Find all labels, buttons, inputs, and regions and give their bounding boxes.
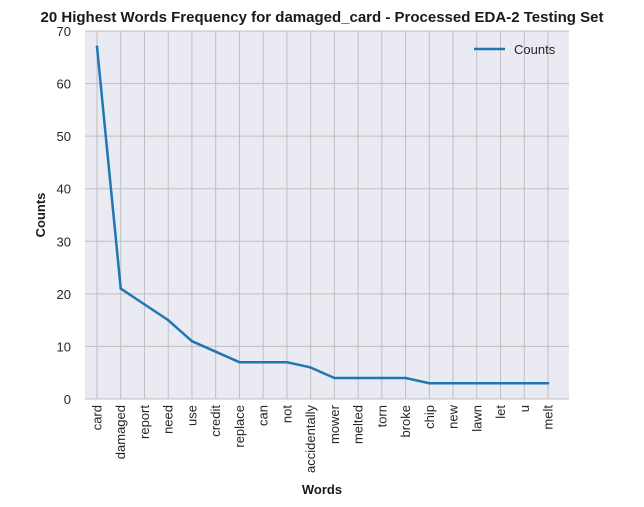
data-point (143, 303, 146, 306)
x-tick-label: accidentally (303, 405, 318, 473)
x-tick-label: new (446, 404, 461, 428)
data-point (262, 361, 265, 364)
x-tick-label: replace (232, 405, 247, 448)
x-tick-label: chip (422, 405, 437, 429)
x-tick-label: let (493, 405, 508, 419)
y-tick-label: 0 (64, 392, 71, 407)
data-point (286, 361, 289, 364)
x-tick-label: need (161, 405, 176, 434)
y-tick-label: 60 (57, 77, 71, 92)
x-axis-ticks: card damaged report need use credit replace can… (90, 404, 556, 473)
x-tick-label: melt (541, 405, 556, 430)
y-tick-label: 20 (57, 287, 71, 302)
data-point (238, 361, 241, 364)
x-tick-label: damaged (113, 405, 128, 459)
y-axis-ticks: 0 10 20 30 40 50 60 70 (57, 24, 71, 407)
x-tick-label: card (90, 405, 105, 430)
plot-area (85, 31, 569, 399)
legend-label: Counts (514, 42, 556, 57)
y-axis-label: Counts (33, 193, 48, 238)
y-tick-label: 10 (57, 339, 71, 354)
x-tick-label: not (279, 405, 294, 423)
data-point (428, 382, 431, 385)
data-point (499, 382, 502, 385)
data-point (191, 340, 194, 343)
data-point (357, 377, 360, 380)
data-point (452, 382, 455, 385)
x-tick-label: melted (351, 405, 366, 444)
y-tick-label: 40 (57, 182, 71, 197)
data-point (214, 350, 217, 353)
x-tick-label: mower (327, 404, 342, 444)
data-point (119, 287, 122, 290)
y-tick-label: 50 (57, 129, 71, 144)
x-tick-label: use (184, 405, 199, 426)
data-point (309, 366, 312, 369)
x-axis-label: Words (302, 482, 342, 497)
x-tick-label: u (517, 405, 532, 412)
x-tick-label: lawn (469, 405, 484, 432)
data-point (167, 319, 170, 322)
x-tick-label: report (137, 405, 152, 439)
chart-title: 20 Highest Words Frequency for damaged_c… (41, 9, 604, 26)
x-tick-label: broke (398, 405, 413, 438)
data-point (96, 46, 99, 49)
x-tick-label: can (256, 405, 271, 426)
x-tick-label: credit (208, 405, 223, 437)
data-point (523, 382, 526, 385)
y-tick-label: 30 (57, 234, 71, 249)
x-tick-label: torn (374, 405, 389, 427)
data-point (404, 377, 407, 380)
data-point (333, 377, 336, 380)
data-point (547, 382, 550, 385)
data-point (381, 377, 384, 380)
data-point (476, 382, 479, 385)
y-tick-label: 70 (57, 24, 71, 39)
